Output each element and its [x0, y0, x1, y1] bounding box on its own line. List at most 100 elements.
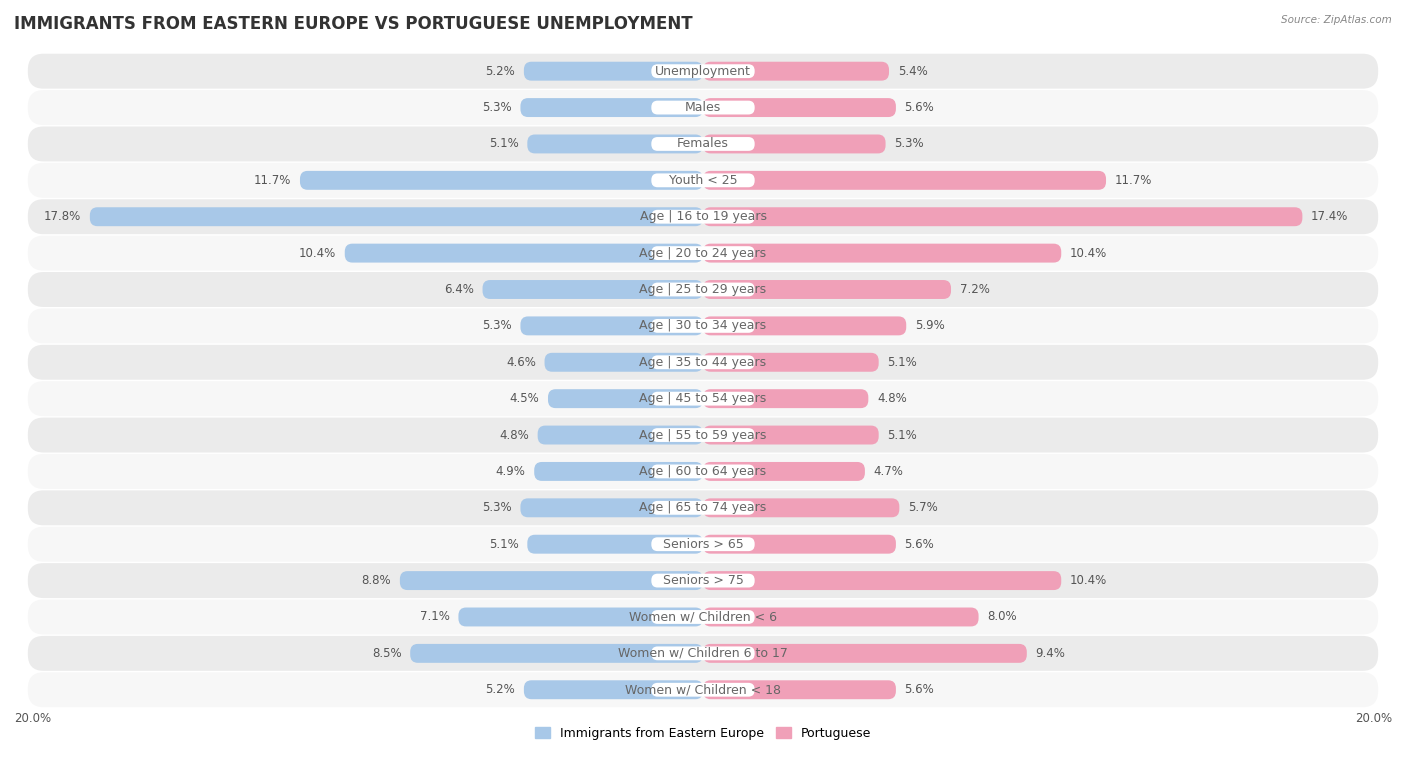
- Text: 5.6%: 5.6%: [904, 101, 934, 114]
- FancyBboxPatch shape: [28, 672, 1378, 707]
- Text: 8.8%: 8.8%: [361, 574, 391, 587]
- FancyBboxPatch shape: [703, 571, 1062, 590]
- Text: IMMIGRANTS FROM EASTERN EUROPE VS PORTUGUESE UNEMPLOYMENT: IMMIGRANTS FROM EASTERN EUROPE VS PORTUG…: [14, 15, 693, 33]
- Text: 10.4%: 10.4%: [299, 247, 336, 260]
- Text: 10.4%: 10.4%: [1070, 574, 1107, 587]
- Text: 4.9%: 4.9%: [496, 465, 526, 478]
- FancyBboxPatch shape: [28, 199, 1378, 234]
- FancyBboxPatch shape: [524, 681, 703, 699]
- FancyBboxPatch shape: [703, 171, 1107, 190]
- FancyBboxPatch shape: [548, 389, 703, 408]
- Text: 5.6%: 5.6%: [904, 537, 934, 550]
- Text: Age | 45 to 54 years: Age | 45 to 54 years: [640, 392, 766, 405]
- FancyBboxPatch shape: [651, 683, 755, 696]
- Text: Women w/ Children < 18: Women w/ Children < 18: [626, 684, 780, 696]
- FancyBboxPatch shape: [90, 207, 703, 226]
- FancyBboxPatch shape: [703, 425, 879, 444]
- FancyBboxPatch shape: [28, 308, 1378, 344]
- FancyBboxPatch shape: [703, 608, 979, 627]
- FancyBboxPatch shape: [299, 171, 703, 190]
- FancyBboxPatch shape: [651, 319, 755, 333]
- Text: 5.1%: 5.1%: [887, 428, 917, 441]
- FancyBboxPatch shape: [28, 54, 1378, 89]
- Text: 5.7%: 5.7%: [908, 501, 938, 514]
- Text: 5.2%: 5.2%: [485, 684, 515, 696]
- Text: 9.4%: 9.4%: [1035, 647, 1066, 660]
- FancyBboxPatch shape: [651, 501, 755, 515]
- Text: 5.1%: 5.1%: [887, 356, 917, 369]
- FancyBboxPatch shape: [703, 462, 865, 481]
- Text: 5.1%: 5.1%: [489, 138, 519, 151]
- FancyBboxPatch shape: [411, 644, 703, 663]
- FancyBboxPatch shape: [651, 428, 755, 442]
- FancyBboxPatch shape: [344, 244, 703, 263]
- FancyBboxPatch shape: [534, 462, 703, 481]
- Text: 5.1%: 5.1%: [489, 537, 519, 550]
- Text: 7.2%: 7.2%: [960, 283, 990, 296]
- Text: 8.0%: 8.0%: [987, 610, 1017, 624]
- FancyBboxPatch shape: [651, 646, 755, 660]
- Text: Age | 60 to 64 years: Age | 60 to 64 years: [640, 465, 766, 478]
- FancyBboxPatch shape: [651, 282, 755, 297]
- FancyBboxPatch shape: [527, 135, 703, 154]
- Text: Women w/ Children < 6: Women w/ Children < 6: [628, 610, 778, 624]
- Text: 5.3%: 5.3%: [482, 501, 512, 514]
- Legend: Immigrants from Eastern Europe, Portuguese: Immigrants from Eastern Europe, Portugue…: [530, 722, 876, 745]
- Text: 11.7%: 11.7%: [1115, 174, 1152, 187]
- Text: 5.4%: 5.4%: [897, 64, 928, 78]
- FancyBboxPatch shape: [703, 316, 907, 335]
- Text: 11.7%: 11.7%: [254, 174, 291, 187]
- Text: 5.6%: 5.6%: [904, 684, 934, 696]
- FancyBboxPatch shape: [651, 537, 755, 551]
- Text: Age | 65 to 74 years: Age | 65 to 74 years: [640, 501, 766, 514]
- Text: Males: Males: [685, 101, 721, 114]
- Text: Age | 16 to 19 years: Age | 16 to 19 years: [640, 210, 766, 223]
- FancyBboxPatch shape: [520, 498, 703, 517]
- FancyBboxPatch shape: [703, 353, 879, 372]
- Text: 7.1%: 7.1%: [420, 610, 450, 624]
- Text: 4.6%: 4.6%: [506, 356, 536, 369]
- Text: Women w/ Children 6 to 17: Women w/ Children 6 to 17: [619, 647, 787, 660]
- Text: Females: Females: [678, 138, 728, 151]
- Text: 5.3%: 5.3%: [894, 138, 924, 151]
- FancyBboxPatch shape: [527, 534, 703, 553]
- FancyBboxPatch shape: [28, 636, 1378, 671]
- FancyBboxPatch shape: [651, 355, 755, 369]
- FancyBboxPatch shape: [458, 608, 703, 627]
- FancyBboxPatch shape: [651, 391, 755, 406]
- FancyBboxPatch shape: [28, 272, 1378, 307]
- Text: 4.8%: 4.8%: [877, 392, 907, 405]
- FancyBboxPatch shape: [703, 644, 1026, 663]
- FancyBboxPatch shape: [651, 246, 755, 260]
- Text: 6.4%: 6.4%: [444, 283, 474, 296]
- FancyBboxPatch shape: [703, 207, 1302, 226]
- FancyBboxPatch shape: [651, 173, 755, 187]
- FancyBboxPatch shape: [28, 527, 1378, 562]
- FancyBboxPatch shape: [520, 316, 703, 335]
- FancyBboxPatch shape: [544, 353, 703, 372]
- Text: 17.4%: 17.4%: [1310, 210, 1348, 223]
- Text: 4.7%: 4.7%: [873, 465, 904, 478]
- FancyBboxPatch shape: [520, 98, 703, 117]
- FancyBboxPatch shape: [703, 389, 869, 408]
- FancyBboxPatch shape: [399, 571, 703, 590]
- FancyBboxPatch shape: [651, 610, 755, 624]
- Text: Age | 20 to 24 years: Age | 20 to 24 years: [640, 247, 766, 260]
- Text: 4.8%: 4.8%: [499, 428, 529, 441]
- FancyBboxPatch shape: [651, 64, 755, 78]
- FancyBboxPatch shape: [703, 62, 889, 81]
- Text: 20.0%: 20.0%: [1355, 712, 1392, 724]
- FancyBboxPatch shape: [28, 382, 1378, 416]
- Text: 20.0%: 20.0%: [14, 712, 51, 724]
- Text: Age | 55 to 59 years: Age | 55 to 59 years: [640, 428, 766, 441]
- Text: Youth < 25: Youth < 25: [669, 174, 737, 187]
- Text: Age | 35 to 44 years: Age | 35 to 44 years: [640, 356, 766, 369]
- Text: Source: ZipAtlas.com: Source: ZipAtlas.com: [1281, 15, 1392, 25]
- FancyBboxPatch shape: [28, 344, 1378, 380]
- Text: 5.3%: 5.3%: [482, 319, 512, 332]
- Text: 17.8%: 17.8%: [44, 210, 82, 223]
- Text: 4.5%: 4.5%: [509, 392, 540, 405]
- FancyBboxPatch shape: [703, 135, 886, 154]
- Text: Unemployment: Unemployment: [655, 64, 751, 78]
- FancyBboxPatch shape: [482, 280, 703, 299]
